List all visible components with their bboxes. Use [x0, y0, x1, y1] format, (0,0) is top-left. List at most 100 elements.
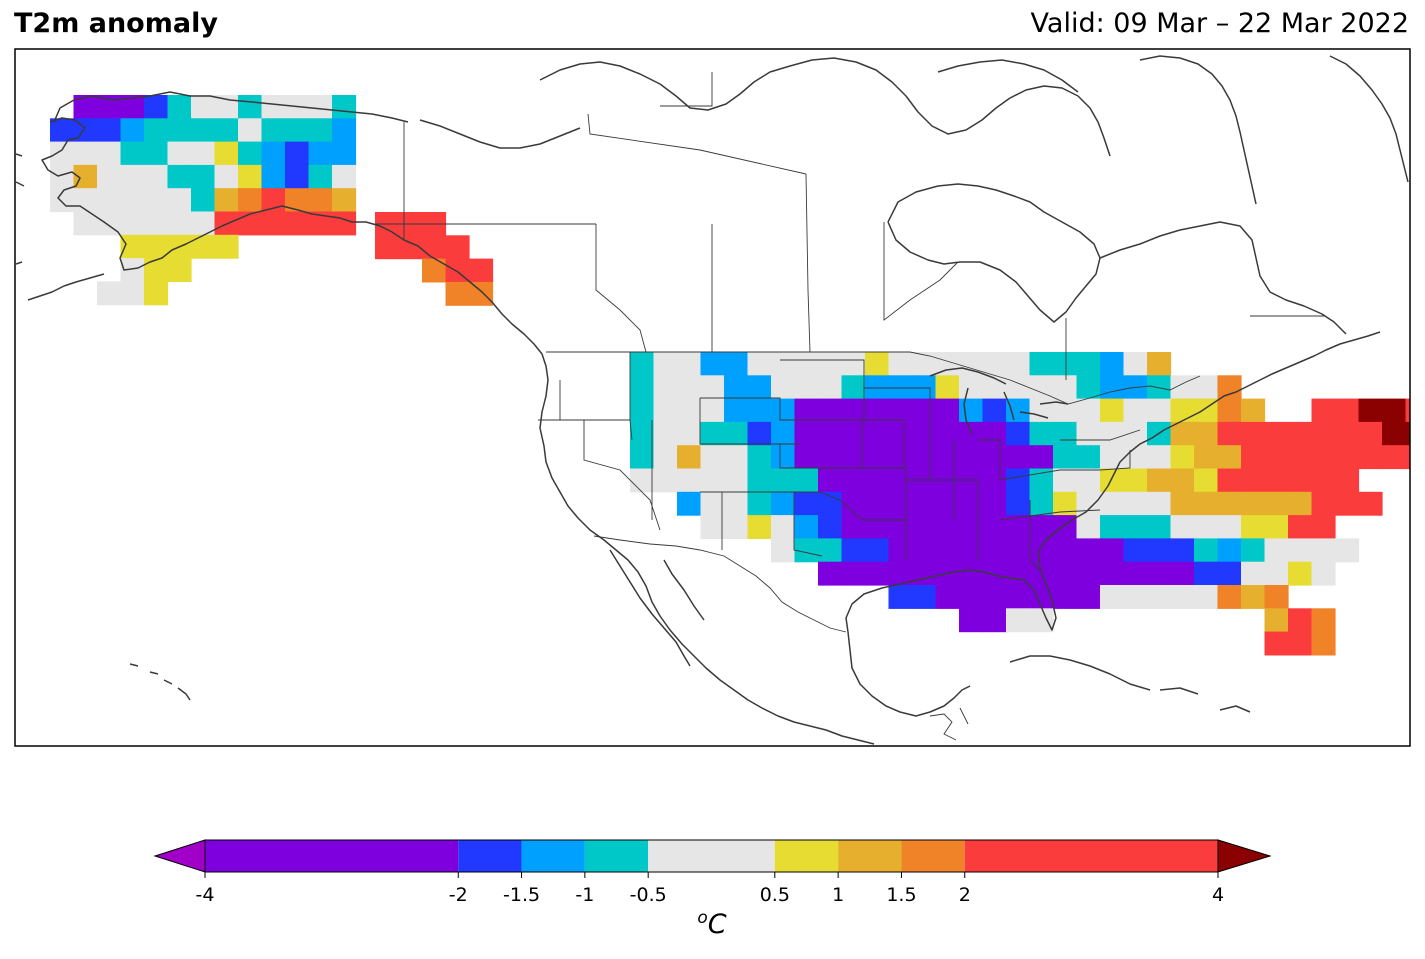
- anomaly-cell: [1029, 421, 1054, 446]
- anomaly-cell: [959, 421, 984, 446]
- anomaly-cell: [630, 421, 655, 446]
- anomaly-cell: [865, 375, 890, 400]
- anomaly-cell: [332, 164, 357, 189]
- anomaly-cell: [841, 491, 866, 516]
- anomaly-cell: [794, 421, 819, 446]
- anomaly-cell: [771, 515, 796, 539]
- anomaly-cell: [214, 118, 239, 143]
- anomaly-cell: [308, 95, 333, 119]
- anomaly-cell: [191, 141, 216, 166]
- anomaly-cell: [1053, 538, 1078, 563]
- anomaly-cell: [144, 234, 169, 259]
- anomaly-cell: [912, 491, 937, 516]
- anomaly-cell: [214, 164, 239, 189]
- anomaly-cell: [794, 352, 819, 376]
- anomaly-cell: [1076, 352, 1101, 376]
- anomaly-cell: [1335, 445, 1360, 470]
- anomaly-cell: [1194, 585, 1219, 609]
- anomaly-cell: [1241, 561, 1266, 586]
- anomaly-cell: [261, 141, 286, 166]
- anomaly-cell: [888, 538, 913, 563]
- anomaly-cell: [50, 141, 75, 166]
- anomaly-cell: [935, 375, 960, 400]
- anomaly-cell: [422, 235, 447, 260]
- anomaly-cell: [724, 491, 749, 516]
- anomaly-cell: [1006, 515, 1031, 539]
- anomaly-cell: [630, 445, 655, 470]
- anomaly-cell: [120, 118, 145, 143]
- anomaly-cell: [308, 211, 333, 236]
- anomaly-cell: [1288, 445, 1313, 470]
- anomaly-cell: [422, 258, 447, 283]
- anomaly-cell: [1053, 491, 1078, 516]
- anomaly-cell: [818, 352, 843, 376]
- anomaly-cell: [120, 95, 145, 119]
- anomaly-cell: [630, 398, 655, 423]
- anomaly-cell: [1170, 375, 1195, 400]
- anomaly-cell: [1217, 445, 1242, 470]
- anomaly-cell: [771, 398, 796, 423]
- anomaly-cell: [120, 234, 145, 259]
- anomaly-cell: [1006, 491, 1031, 516]
- colorbar-tick-label: 0.5: [759, 884, 790, 906]
- anomaly-cell: [50, 164, 75, 189]
- anomaly-cell: [1123, 515, 1148, 539]
- anomaly-cell: [724, 398, 749, 423]
- anomaly-cell: [982, 561, 1007, 586]
- colorbar-under-arrow: [153, 839, 206, 873]
- anomaly-cell: [818, 468, 843, 493]
- anomaly-cell: [1147, 468, 1172, 493]
- anomaly-cell: [1029, 398, 1054, 423]
- anomaly-cell: [818, 375, 843, 400]
- anomaly-cell: [238, 164, 263, 189]
- anomaly-cell: [630, 375, 655, 400]
- anomaly-cell: [1194, 515, 1219, 539]
- anomaly-cell: [888, 585, 913, 609]
- anomaly-cell: [445, 235, 470, 260]
- anomaly-cell: [308, 118, 333, 143]
- anomaly-cell: [1100, 515, 1125, 539]
- anomaly-cell: [841, 561, 866, 586]
- anomaly-cell: [1335, 421, 1360, 446]
- anomaly-cell: [214, 234, 239, 259]
- anomaly-cell: [959, 515, 984, 539]
- anomaly-cell: [959, 561, 984, 586]
- anomaly-cell: [1217, 585, 1242, 609]
- anomaly-cell: [238, 95, 263, 119]
- colorbar-bin: [205, 840, 459, 872]
- anomaly-cell: [771, 352, 796, 376]
- anomaly-cell: [1288, 538, 1313, 563]
- anomaly-cell: [1053, 585, 1078, 609]
- anomaly-cell: [865, 468, 890, 493]
- anomaly-cell: [959, 445, 984, 470]
- anomaly-cell: [794, 538, 819, 563]
- colorbar-bin: [838, 840, 902, 872]
- anomaly-cell: [1170, 585, 1195, 609]
- anomaly-cell: [167, 258, 192, 282]
- colorbar-bin: [901, 840, 965, 872]
- border-layer: [374, 72, 1326, 741]
- anomaly-cell: [167, 141, 192, 166]
- anomaly-cell: [724, 375, 749, 400]
- anomaly-cell: [818, 445, 843, 470]
- anomaly-cell: [1241, 445, 1266, 470]
- anomaly-cell: [1170, 398, 1195, 423]
- anomaly-cell: [1029, 445, 1054, 470]
- anomaly-cell: [191, 118, 216, 143]
- anomaly-cell: [1147, 538, 1172, 563]
- anomaly-cell: [1264, 468, 1289, 493]
- anomaly-cell: [1405, 421, 1410, 446]
- anomaly-cell: [1100, 538, 1125, 563]
- anomaly-cell: [1311, 468, 1336, 493]
- anomaly-cell: [191, 211, 216, 236]
- anomaly-cell: [1311, 608, 1336, 633]
- colorbar-tick-label: -2: [448, 884, 468, 906]
- anomaly-cell: [1053, 398, 1078, 423]
- colorbar-tick-label: -4: [195, 884, 215, 906]
- anomaly-cell: [1335, 538, 1360, 563]
- anomaly-cell: [1241, 538, 1266, 563]
- anomaly-cell: [724, 468, 749, 493]
- anomaly-cell: [1241, 491, 1266, 516]
- anomaly-cell: [1217, 421, 1242, 446]
- anomaly-cell: [959, 585, 984, 609]
